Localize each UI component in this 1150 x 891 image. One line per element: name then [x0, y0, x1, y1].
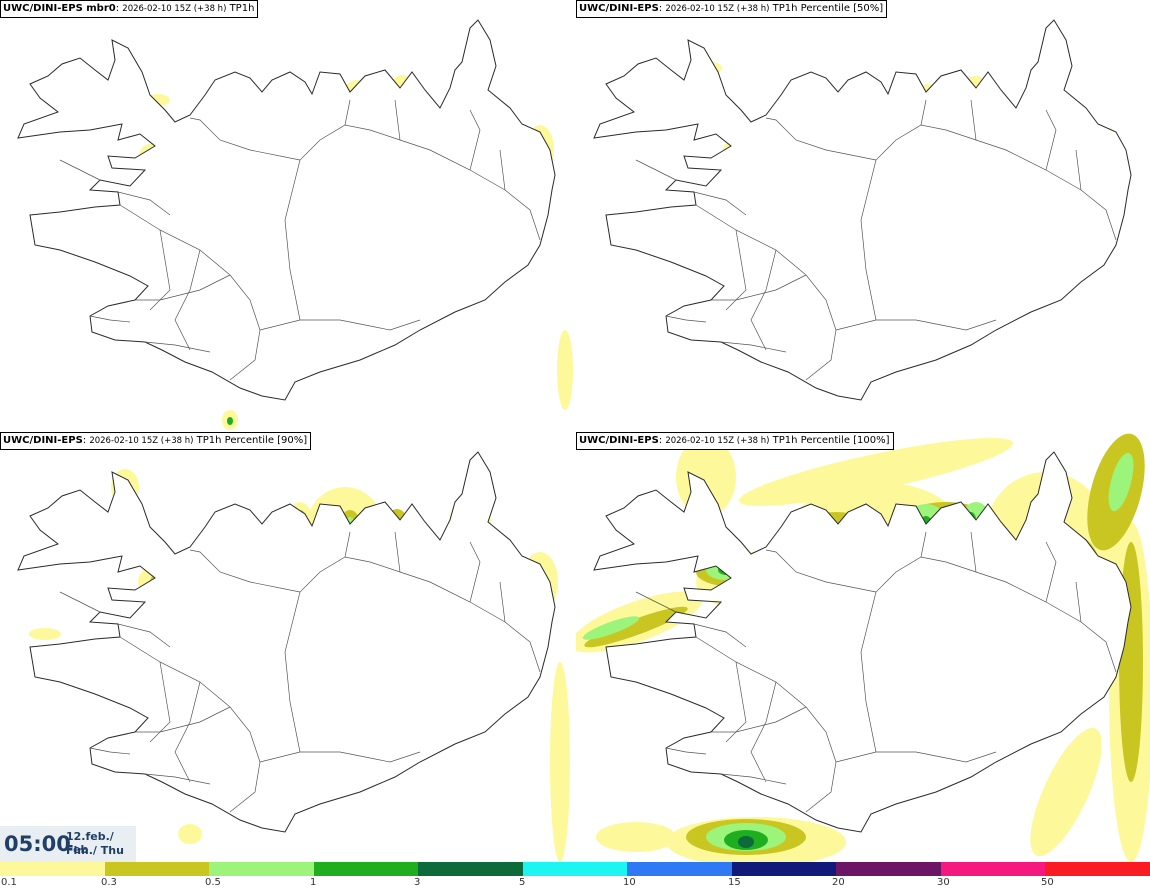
precip-map-p50 — [593, 19, 1132, 401]
legend-swatch — [731, 862, 837, 876]
valid-weekday: Fim./ Thu — [66, 844, 124, 857]
valid-time-box: 05:00 12.feb./ Feb Fim./ Thu — [0, 826, 136, 862]
panel-title: UWC/DINI-EPS: 2026-02-10 15Z (+38 h) TP1… — [576, 0, 888, 18]
legend-label: 15 — [728, 877, 741, 888]
legend-label: 50 — [1041, 877, 1054, 888]
legend-swatch — [522, 862, 628, 876]
panel-title: UWC/DINI-EPS: 2026-02-10 15Z (+38 h) TP1… — [0, 432, 312, 450]
legend-swatch — [627, 862, 732, 876]
panel-title: UWC/DINI-EPS mbr0: 2026-02-10 15Z (+38 h… — [0, 0, 259, 18]
legend-label: 10 — [623, 877, 636, 888]
legend-label: 1 — [310, 877, 317, 888]
legend-swatch — [0, 862, 105, 876]
legend-label: 30 — [937, 877, 950, 888]
legend-swatch — [1045, 862, 1150, 876]
valid-date: 12.feb./ Feb — [66, 830, 114, 856]
legend-swatch — [418, 862, 523, 876]
legend-label: 20 — [832, 877, 845, 888]
color-legend-labels: 0.1 0.3 0.5 1 3 5 10 15 20 30 50 — [0, 876, 1150, 891]
panel-divider-horizontal — [0, 430, 1150, 432]
panel-title: UWC/DINI-EPS: 2026-02-10 15Z (+38 h) TP1… — [576, 432, 894, 450]
map-panel-p50: UWC/DINI-EPS: 2026-02-10 15Z (+38 h) TP1… — [576, 0, 1150, 430]
color-legend-bar — [0, 862, 1150, 876]
legend-swatch — [940, 862, 1046, 876]
precip-map-member0 — [17, 19, 573, 430]
legend-label: 0.5 — [205, 877, 221, 888]
legend-label: 0.1 — [1, 877, 17, 888]
precip-map-p90 — [17, 451, 570, 862]
legend-swatch — [209, 862, 314, 876]
map-panel-p100: UWC/DINI-EPS: 2026-02-10 15Z (+38 h) TP1… — [576, 432, 1150, 862]
legend-label: 5 — [519, 877, 526, 888]
legend-label: 3 — [414, 877, 421, 888]
legend-swatch — [836, 862, 941, 876]
legend-label: 0.3 — [101, 877, 117, 888]
legend-swatch — [313, 862, 419, 876]
valid-time: 05:00 — [4, 832, 71, 856]
precip-map-p100 — [576, 433, 1150, 862]
map-panel-p90: UWC/DINI-EPS: 2026-02-10 15Z (+38 h) TP1… — [0, 432, 574, 862]
legend-swatch — [104, 862, 210, 876]
map-panel-member0: UWC/DINI-EPS mbr0: 2026-02-10 15Z (+38 h… — [0, 0, 574, 430]
